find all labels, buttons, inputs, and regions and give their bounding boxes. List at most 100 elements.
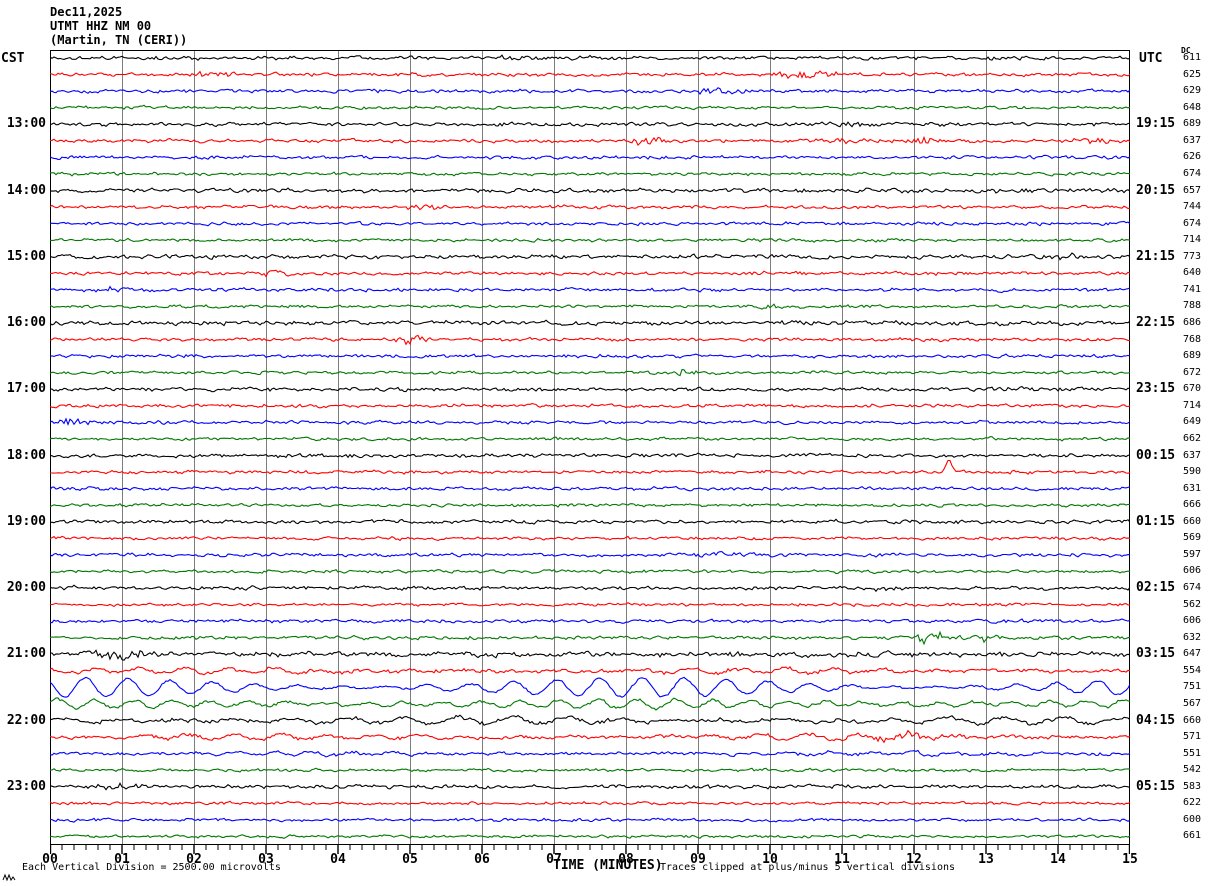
dc-offset-value: 660 — [1183, 515, 1202, 527]
dc-offset-value: 606 — [1183, 615, 1202, 627]
plot-border — [50, 50, 1130, 845]
seismo-trace — [49, 502, 1131, 508]
x-tick-label: 15 — [1122, 852, 1138, 867]
seismogram-traces-svg — [49, 50, 1131, 854]
x-tick-label: 12 — [906, 852, 922, 867]
cst-time-label: 20:00 — [6, 580, 46, 595]
dc-offset-value: 626 — [1183, 151, 1202, 163]
utc-time-label: 21:15 — [1136, 248, 1176, 264]
utc-time-label: 23:15 — [1136, 381, 1176, 397]
dc-offset-value: 606 — [1183, 565, 1202, 577]
x-tick-label: 01 — [114, 852, 130, 867]
dc-offset-value: 674 — [1183, 167, 1202, 179]
dc-offset-value: 689 — [1183, 350, 1202, 362]
x-tick-label: 00 — [42, 852, 58, 867]
dc-offset-value: 788 — [1183, 300, 1202, 312]
dc-offset-value: 674 — [1183, 582, 1202, 593]
x-tick-label: 02 — [186, 852, 202, 867]
x-tick-label: 08 — [618, 852, 634, 867]
seismo-trace — [49, 121, 1131, 128]
seismo-trace — [49, 104, 1131, 111]
dc-offset-value: 597 — [1183, 548, 1202, 560]
cst-time-label: 15:00 — [6, 248, 46, 264]
seismo-trace — [49, 618, 1131, 624]
dc-offset-value: 590 — [1183, 466, 1202, 478]
dc-offset-value: 773 — [1183, 250, 1202, 262]
seismo-trace — [49, 369, 1131, 377]
x-tick-label: 10 — [762, 852, 778, 867]
seismo-trace — [49, 666, 1131, 676]
dc-offset-value: 661 — [1183, 830, 1202, 842]
seismo-trace — [49, 154, 1131, 160]
seismo-trace — [49, 417, 1131, 426]
cst-time-label: 16:00 — [6, 315, 46, 330]
seismo-trace — [49, 319, 1131, 327]
dc-offset-value: 660 — [1183, 714, 1202, 726]
cst-time-label: 13:00 — [6, 116, 46, 132]
dc-offset-value: 569 — [1183, 532, 1202, 544]
seismo-trace — [49, 602, 1131, 608]
dc-offset-value: 611 — [1183, 52, 1202, 63]
cst-time-label: 22:00 — [6, 712, 46, 728]
seismo-trace — [50, 269, 1131, 278]
seismo-trace — [49, 800, 1131, 806]
dc-offset-value: 686 — [1183, 317, 1202, 328]
dc-offset-value: 629 — [1183, 85, 1202, 97]
dc-offset-value: 744 — [1183, 201, 1202, 213]
seismo-trace — [49, 171, 1131, 177]
seismo-trace — [50, 767, 1131, 773]
seismo-trace — [49, 220, 1131, 227]
x-tick-label: 14 — [1050, 852, 1066, 867]
seismo-trace — [49, 204, 1131, 211]
cst-time-label: 14:00 — [6, 182, 46, 198]
dc-offset-value: 567 — [1183, 697, 1202, 709]
clipping-note: Traces clipped at plus/minus 5 vertical … — [660, 862, 956, 873]
utc-time-label: 01:15 — [1136, 513, 1176, 529]
vertical-division-note: Each Vertical Division = 2500.00 microvo… — [22, 862, 281, 873]
dc-offset-value: 637 — [1183, 134, 1202, 146]
seismo-trace — [49, 403, 1131, 409]
seismo-trace — [49, 252, 1131, 261]
x-tick-label: 04 — [330, 852, 346, 867]
dc-offset-value: 571 — [1183, 731, 1202, 743]
utc-time-label: 02:15 — [1136, 580, 1176, 595]
seismo-trace — [49, 697, 1131, 711]
dc-offset-value: 551 — [1183, 747, 1202, 759]
x-tick-label: 11 — [834, 852, 850, 867]
dc-offset-value: 657 — [1183, 184, 1202, 196]
utc-time-label: 03:15 — [1136, 646, 1176, 662]
dc-offset-value: 768 — [1183, 333, 1202, 345]
x-tick-label: 05 — [402, 852, 418, 867]
seismo-trace — [49, 70, 1131, 80]
seismo-trace — [49, 436, 1131, 442]
left-axis-title: CST — [1, 51, 25, 66]
dc-offset-value: 714 — [1183, 234, 1202, 246]
dc-offset-value: 625 — [1183, 68, 1202, 80]
dc-offset-value: 662 — [1183, 432, 1202, 444]
dc-offset-value: 637 — [1183, 449, 1202, 461]
seismo-trace — [49, 568, 1130, 575]
dc-offset-value: 600 — [1183, 813, 1202, 825]
seismogram-plot — [49, 50, 1131, 854]
utc-time-label: 20:15 — [1136, 182, 1176, 198]
dc-offset-value: 741 — [1183, 283, 1202, 295]
seismo-trace — [49, 385, 1131, 393]
dc-offset-value: 689 — [1183, 118, 1202, 130]
x-tick-label: 03 — [258, 852, 274, 867]
seismo-trace — [50, 459, 1131, 475]
dc-offset-value: 562 — [1183, 598, 1202, 610]
dc-offset-value: 554 — [1183, 664, 1202, 676]
dc-offset-value: 672 — [1183, 366, 1202, 378]
x-tick-label: 13 — [978, 852, 994, 867]
dc-offset-value: 542 — [1183, 764, 1202, 776]
cst-time-label: 19:00 — [6, 513, 46, 529]
utc-time-label: 22:15 — [1136, 315, 1176, 330]
seismo-trace — [49, 485, 1131, 492]
utc-time-label: 00:15 — [1136, 447, 1176, 463]
seismo-trace — [49, 749, 1131, 758]
dc-offset-value: 674 — [1183, 217, 1202, 229]
dc-offset-value: 622 — [1183, 797, 1202, 809]
utc-time-label: 04:15 — [1136, 712, 1176, 728]
seismo-trace — [49, 551, 1131, 558]
dc-offset-value: 632 — [1183, 631, 1202, 643]
